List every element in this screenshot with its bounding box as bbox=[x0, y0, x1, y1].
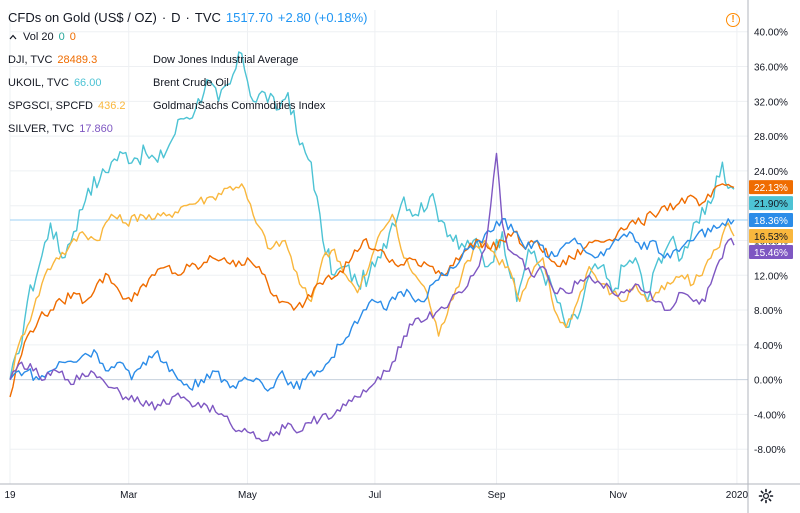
symbol-title[interactable]: CFDs on Gold (US$ / OZ) bbox=[8, 10, 157, 25]
x-tick-label: 2020 bbox=[726, 490, 749, 501]
comparison-value: 66.00 bbox=[73, 77, 102, 89]
comparison-symbol: SILVER, TVC bbox=[8, 123, 75, 135]
y-tick-label: 32.00% bbox=[754, 97, 788, 108]
separator: · bbox=[185, 10, 190, 25]
volume-value: 0 bbox=[58, 31, 65, 43]
y-tick-label: -4.00% bbox=[754, 410, 786, 421]
comparison-name: Dow Jones Industrial Average bbox=[153, 54, 299, 66]
last-value-label: 22.13% bbox=[754, 183, 788, 194]
volume-label: Vol 20 bbox=[23, 31, 54, 43]
comparison-symbol: SPGSCI, SPCFD bbox=[8, 100, 93, 112]
last-value-label: 18.36% bbox=[754, 216, 788, 227]
y-tick-label: 28.00% bbox=[754, 132, 788, 143]
last-value-badge bbox=[749, 212, 793, 227]
separator: · bbox=[161, 10, 167, 25]
series-layer bbox=[9, 51, 735, 442]
comparison-value: 17.860 bbox=[79, 123, 113, 135]
comparison-symbol: DJI, TVC bbox=[8, 54, 53, 66]
y-tick-label: 24.00% bbox=[754, 167, 788, 178]
series-line-dji[interactable] bbox=[9, 183, 735, 398]
last-value-badge bbox=[749, 180, 793, 195]
x-tick-label: 19 bbox=[4, 490, 16, 501]
last-value-label: 15.46% bbox=[754, 248, 788, 259]
grid bbox=[9, 10, 748, 484]
comparison-name: GoldmanSachs Commodities Index bbox=[153, 100, 326, 112]
last-value-badge bbox=[749, 196, 793, 211]
volume-ma-value: 0 bbox=[69, 31, 76, 43]
y-tick-label: 12.00% bbox=[754, 271, 788, 282]
last-value-badge bbox=[749, 244, 793, 259]
series-line-ukoil[interactable] bbox=[9, 51, 735, 380]
y-tick-label: 36.00% bbox=[754, 63, 788, 74]
price-change: +2.80 (+0.18%) bbox=[277, 10, 368, 25]
gear-icon[interactable] bbox=[758, 488, 774, 504]
comparison-list: DJI, TVC 28489.3 Dow Jones Industrial Aver… bbox=[8, 54, 368, 135]
comparison-row[interactable]: SILVER, TVC 17.860 bbox=[8, 123, 368, 135]
last-value-label: 16.53% bbox=[754, 232, 788, 243]
interval[interactable]: D bbox=[171, 10, 181, 25]
legend: CFDs on Gold (US$ / OZ) · D · TVC 1517.7… bbox=[8, 10, 368, 135]
x-tick-label: Jul bbox=[368, 490, 381, 501]
series-line-spgsci[interactable] bbox=[9, 183, 735, 380]
comparison-value: 28489.3 bbox=[57, 54, 98, 66]
volume-legend[interactable]: Vol 20 0 0 bbox=[8, 31, 368, 43]
x-tick-label: Mar bbox=[120, 490, 138, 501]
y-tick-label: 40.00% bbox=[754, 28, 788, 39]
chevron-up-icon[interactable] bbox=[8, 32, 18, 42]
x-tick-label: May bbox=[238, 490, 257, 501]
symbol-header[interactable]: CFDs on Gold (US$ / OZ) · D · TVC 1517.7… bbox=[8, 10, 368, 25]
x-tick-label: Nov bbox=[609, 490, 627, 501]
y-tick-label: 8.00% bbox=[754, 306, 782, 317]
y-tick-label: 0.00% bbox=[754, 376, 782, 387]
last-value-labels: 22.13% 21.90% 18.36% 16.53% 15.46% bbox=[749, 180, 793, 259]
data-source: TVC bbox=[194, 10, 221, 25]
y-tick-label: -8.00% bbox=[754, 445, 786, 456]
series-line-xauusd[interactable] bbox=[9, 217, 735, 392]
comparison-value: 436.2 bbox=[97, 100, 126, 112]
comparison-name: Brent Crude Oil bbox=[153, 77, 229, 89]
last-price: 1517.70 bbox=[225, 10, 273, 25]
last-value-label: 21.90% bbox=[754, 199, 788, 210]
series-line-silver[interactable] bbox=[9, 152, 735, 442]
comparison-row[interactable]: DJI, TVC 28489.3 Dow Jones Industrial Aver… bbox=[8, 54, 368, 66]
comparison-symbol: UKOIL, TVC bbox=[8, 77, 69, 89]
comparison-row[interactable]: SPGSCI, SPCFD 436.2 GoldmanSachs Commoditi… bbox=[8, 100, 368, 112]
x-tick-label: Sep bbox=[488, 490, 506, 501]
comparison-row[interactable]: UKOIL, TVC 66.00 Brent Crude Oil bbox=[8, 77, 368, 89]
y-tick-label: 4.00% bbox=[754, 341, 782, 352]
alert-icon[interactable]: ! bbox=[726, 13, 740, 27]
last-value-badge bbox=[749, 228, 793, 243]
